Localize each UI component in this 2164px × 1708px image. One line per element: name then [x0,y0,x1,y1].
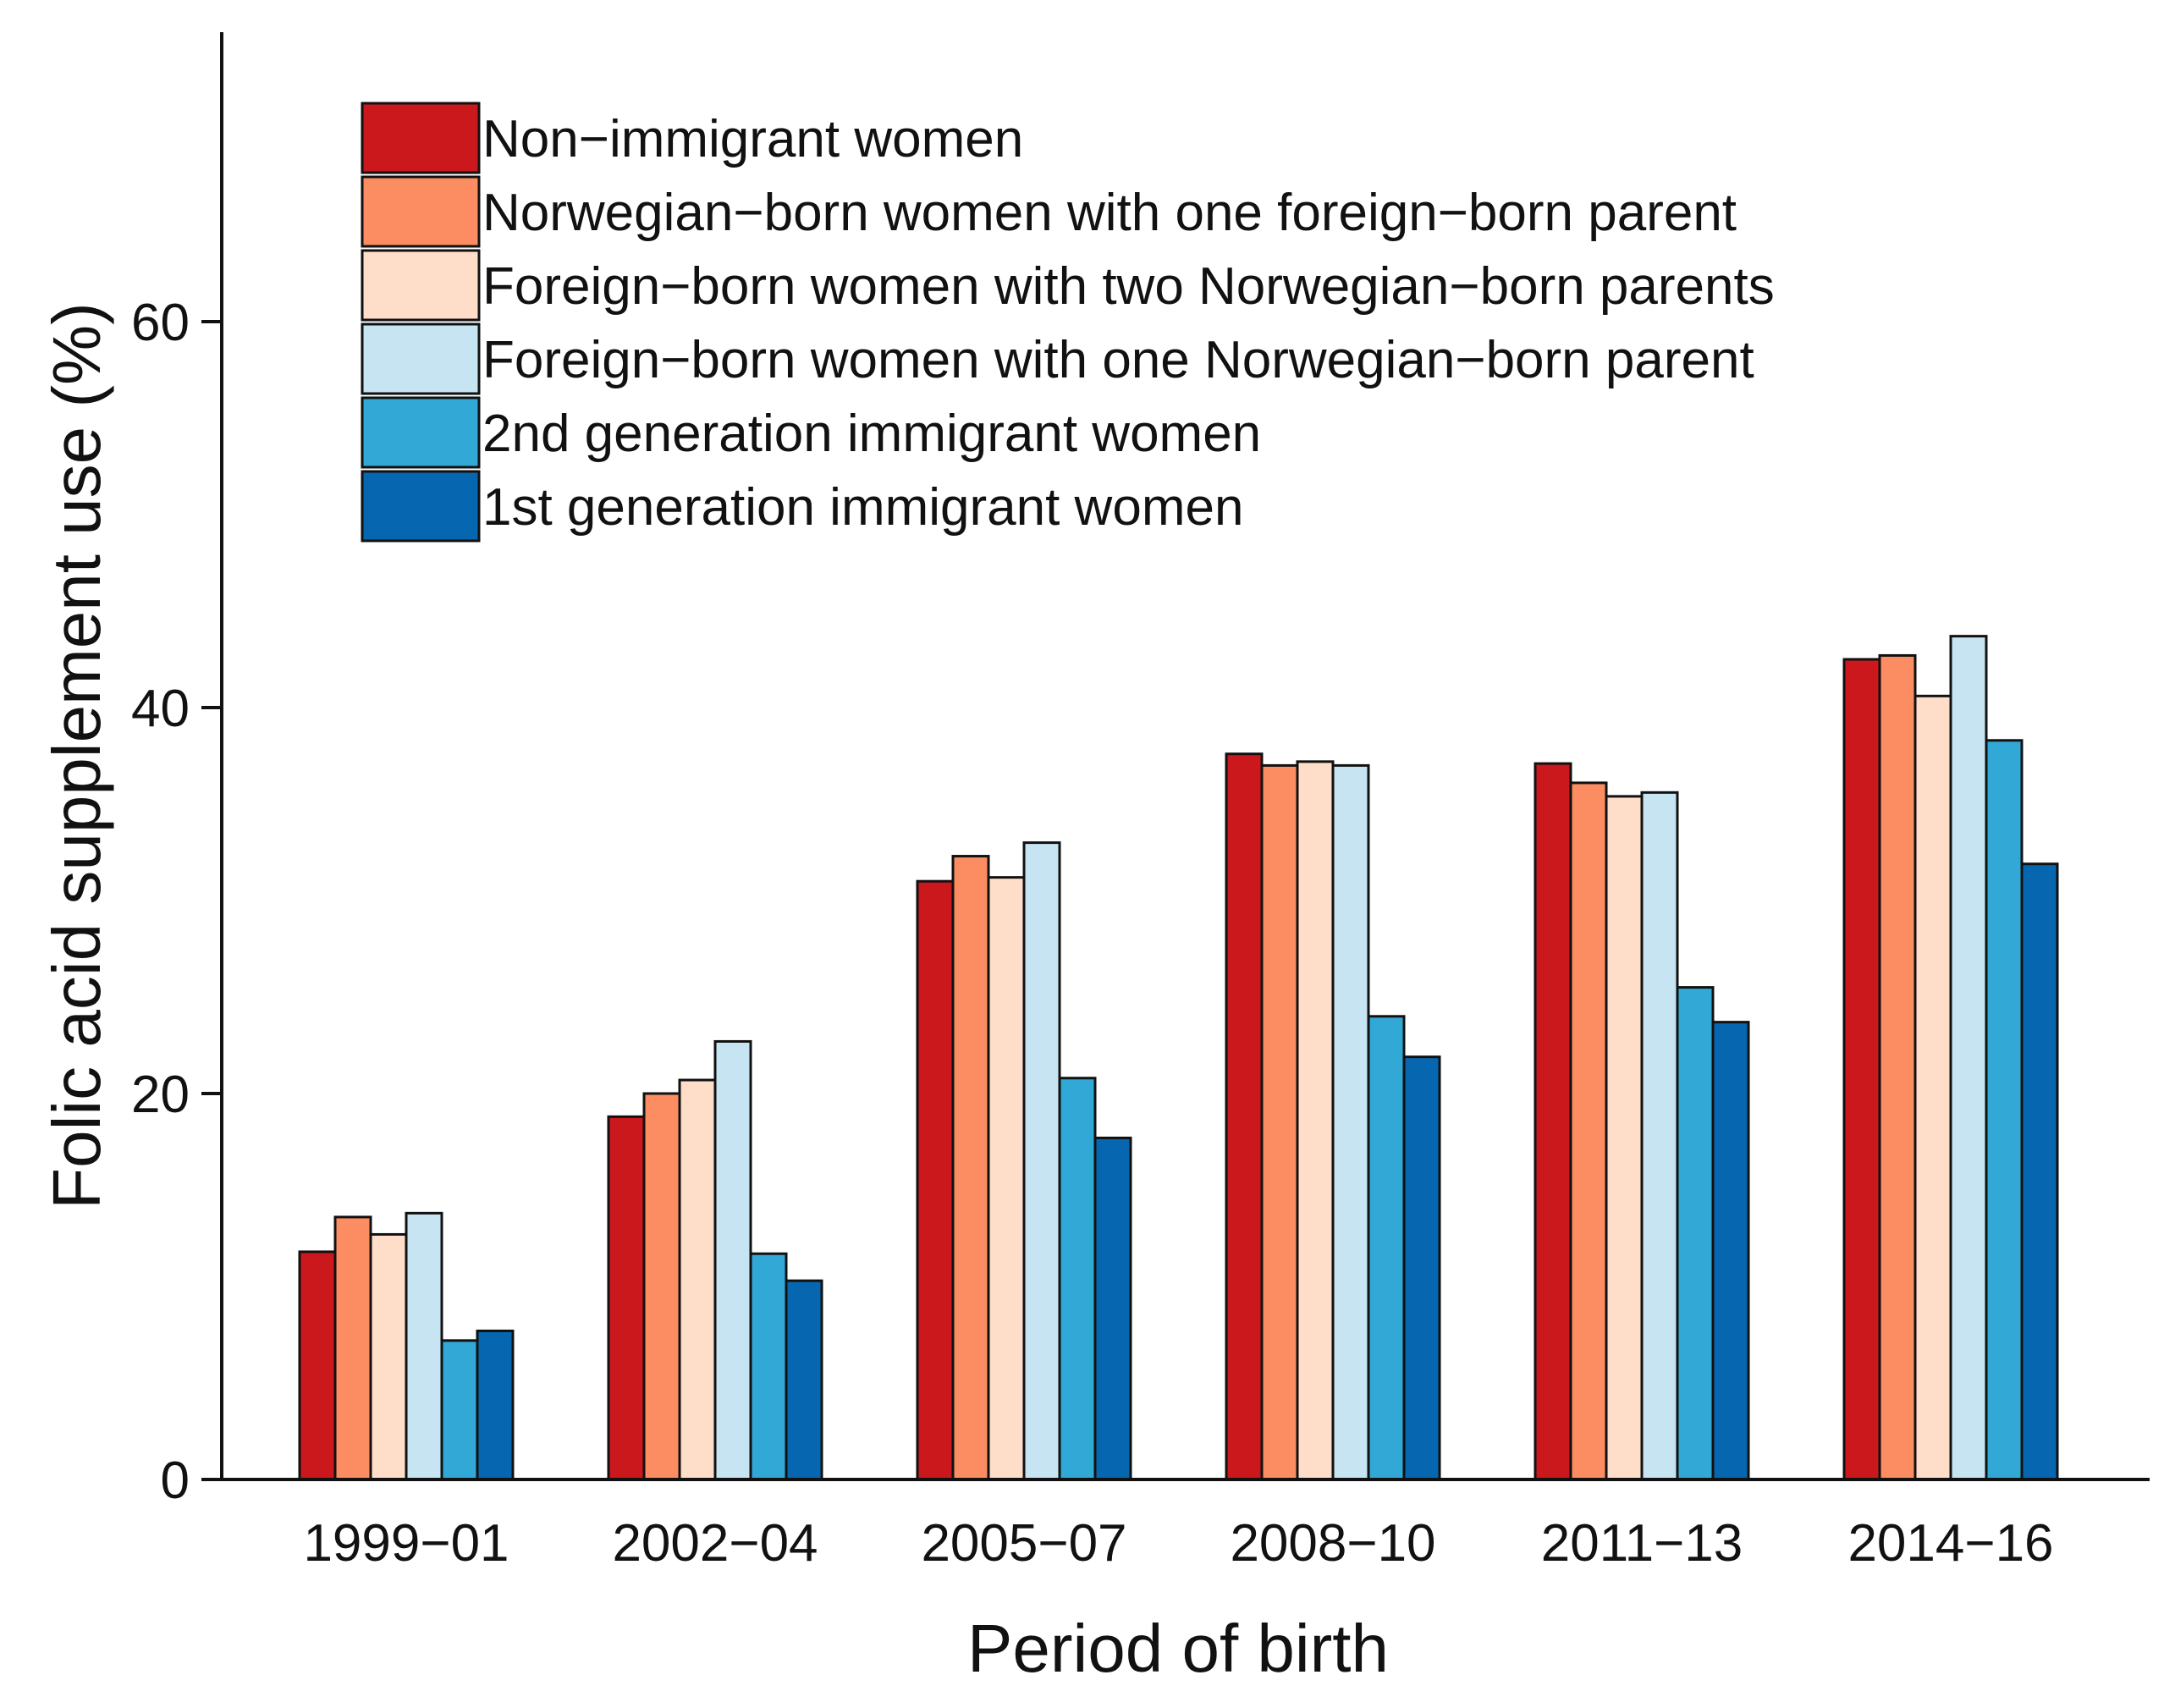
y-tick-label: 40 [131,680,190,738]
bar-1-5 [1534,762,1572,1481]
bar-2-3 [951,855,990,1481]
bar-1-6 [1842,658,1881,1481]
bar-6-3 [1093,1136,1132,1481]
bar-2-6 [1878,653,1917,1481]
bar-3-2 [678,1078,717,1481]
bar-4-1 [405,1211,443,1481]
bar-5-5 [1676,986,1715,1481]
bar-1-4 [1225,752,1264,1481]
x-tick-label: 2002−04 [612,1514,818,1573]
bar-5-3 [1058,1077,1097,1481]
legend-swatch-3 [361,249,481,322]
x-tick-label: 2011−13 [1541,1514,1743,1573]
bar-3-3 [987,876,1026,1481]
bar-4-2 [713,1039,752,1481]
legend-label-3: Foreign−born women with two Norwegian−bo… [482,257,1775,316]
x-tick-label: 1999−01 [303,1514,509,1573]
legend-label-6: 1st generation immigrant women [482,478,1243,537]
bar-2-4 [1260,763,1299,1481]
bar-5-2 [749,1252,788,1481]
bar-3-6 [1913,694,1952,1481]
legend-label-1: Non−immigrant women [482,110,1023,168]
legend-swatch-6 [361,470,481,543]
bar-6-5 [1711,1021,1750,1481]
y-axis-title: Folic acid supplement use (%) [39,302,114,1209]
bar-5-4 [1367,1015,1406,1481]
legend-swatch-1 [361,102,481,174]
bar-3-1 [369,1232,408,1481]
bar-4-6 [1949,635,1988,1481]
bar-1-2 [607,1115,646,1481]
bar-4-3 [1022,841,1061,1481]
x-axis-title: Period of birth [967,1611,1389,1686]
y-tick-label: 20 [131,1066,190,1124]
bars-layer [298,635,2059,1481]
legend-swatch-4 [361,322,481,395]
bar-2-5 [1569,781,1608,1481]
bar-3-5 [1605,795,1644,1481]
bar-4-5 [1640,791,1679,1481]
bar-6-4 [1402,1055,1441,1481]
bar-4-4 [1331,763,1370,1481]
bar-6-2 [785,1279,823,1481]
bar-5-6 [1985,739,2024,1481]
x-tick-label: 2014−16 [1847,1514,2053,1573]
legend-label-5: 2nd generation immigrant women [482,405,1261,463]
bar-5-1 [440,1339,479,1481]
y-tick-label: 60 [131,294,190,352]
x-tick-label: 2005−07 [921,1514,1126,1573]
bar-1-1 [298,1250,337,1481]
legend-label-4: Foreign−born women with one Norwegian−bo… [482,331,1754,389]
axes-layer [220,32,2150,1481]
legend-label-2: Norwegian−born women with one foreign−bo… [482,184,1737,242]
y-tick-label: 0 [161,1452,190,1510]
legend-swatch-5 [361,396,481,469]
x-tick-label: 2008−10 [1230,1514,1435,1573]
x-ticks: 1999−01 2002−04 2005−07 2008−10 2011−13 2014−… [303,1514,2053,1573]
bar-3-4 [1296,760,1335,1481]
legend-swatch-2 [361,175,481,248]
legend: Non−immigrant women Norwegian−born women … [361,102,1775,543]
bar-2-1 [333,1215,372,1481]
bar-1-3 [916,879,955,1481]
bar-2-2 [642,1092,681,1481]
bar-6-1 [476,1329,515,1481]
y-ticks: 0 20 40 60 [131,294,222,1510]
bar-6-6 [2020,862,2059,1481]
